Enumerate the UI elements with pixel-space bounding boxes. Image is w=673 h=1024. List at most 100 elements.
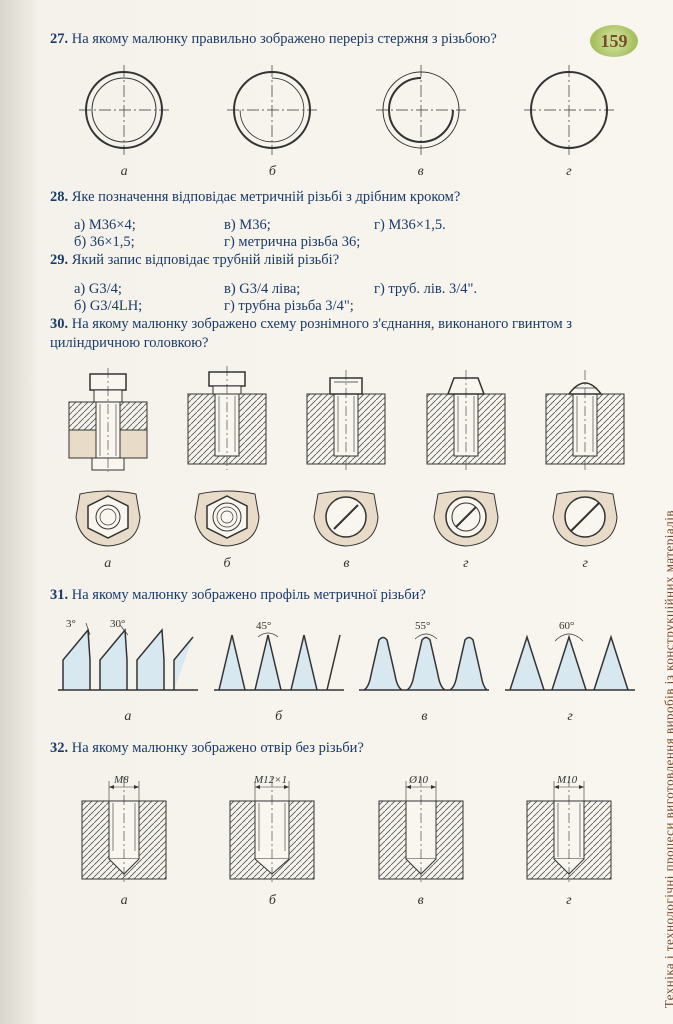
- chapter-side-label: Техніка і технологічні процеси виготовле…: [661, 510, 673, 1008]
- q32-text: На якому малюнку зображено отвір без різ…: [72, 740, 364, 756]
- q27-label-g: г: [519, 164, 619, 180]
- dim-d10: Ø10: [408, 774, 428, 786]
- q32-label-a: а: [64, 893, 184, 909]
- q27-fig-g: г: [519, 60, 619, 180]
- question-28: 28. Яке позначення відповідає метричній …: [50, 188, 643, 208]
- q32-hole-v: Ø10 в: [361, 769, 481, 909]
- q28-opt-g: г) метрична різьба 36;: [224, 234, 360, 251]
- q30-head-v: в: [306, 482, 386, 572]
- q28-opt-b: б) 36×1,5;: [74, 234, 184, 251]
- q28-opt-gg: г) М36×1,5.: [374, 217, 484, 234]
- bolt-head-round-g2: [545, 482, 625, 552]
- angle-45: 45°: [256, 620, 271, 632]
- q31-label-g: г: [505, 709, 635, 725]
- q27-label-a: а: [74, 164, 174, 180]
- circle-section-g: [519, 60, 619, 160]
- q32-number: 32.: [50, 740, 68, 756]
- q30-label-a: а: [68, 556, 148, 572]
- page-number-badge: 159: [590, 25, 638, 57]
- q27-fig-a: а: [74, 60, 174, 180]
- q29-options: а) G3/4; в) G3/4 ліва; г) труб. лів. 3/4…: [74, 281, 643, 315]
- q29-opt-v: в) G3/4 ліва;: [224, 281, 334, 298]
- bolt-head-hex-b: [187, 482, 267, 552]
- q30-head-a: а: [68, 482, 148, 572]
- q29-opt-a: а) G3/4;: [74, 281, 184, 298]
- thread-profile-g: 60°: [505, 615, 635, 705]
- bolt-head-hex-a: [68, 482, 148, 552]
- bolt-assembly-g2: [531, 364, 639, 474]
- bolt-assembly-a: [54, 364, 162, 474]
- q30-label-g2: г: [545, 556, 625, 572]
- q31-profile-g: 60° г: [505, 615, 635, 725]
- q27-fig-v: в: [371, 60, 471, 180]
- hole-drawing-v: Ø10: [361, 769, 481, 889]
- q32-label-b: б: [212, 893, 332, 909]
- q30-text: На якому малюнку зображено схему рознімн…: [50, 316, 572, 352]
- circle-section-v: [371, 60, 471, 160]
- circle-section-b: [222, 60, 322, 160]
- question-31: 31. На якому малюнку зображено профіль м…: [50, 586, 643, 606]
- q28-number: 28.: [50, 189, 68, 205]
- q30-head-g2: г: [545, 482, 625, 572]
- q31-number: 31.: [50, 587, 68, 603]
- thread-profile-b: 45°: [214, 615, 344, 705]
- thread-profile-v: 55°: [359, 615, 489, 705]
- q30-number: 30.: [50, 316, 68, 332]
- dim-m12: М12×1: [253, 774, 287, 786]
- bolt-head-round-v: [306, 482, 386, 552]
- bolt-assembly-b: [173, 364, 281, 474]
- q31-profile-b: 45° б: [214, 615, 344, 725]
- q31-text: На якому малюнку зображено профіль метри…: [72, 587, 426, 603]
- angle-55: 55°: [415, 620, 430, 632]
- q32-figures: М8 а М12×1 б: [50, 769, 643, 909]
- q30-head-b: б: [187, 482, 267, 572]
- question-29: 29. Який запис відповідає трубній лівій …: [50, 251, 643, 271]
- q29-number: 29.: [50, 252, 68, 268]
- hole-drawing-a: М8: [64, 769, 184, 889]
- q31-label-a: а: [58, 709, 198, 725]
- q30-label-b: б: [187, 556, 267, 572]
- q28-options: а) М36×4; в) М36; г) М36×1,5. б) 36×1,5;…: [74, 217, 643, 251]
- q31-figures: 3° 30° а 45° б 55° в: [50, 615, 643, 725]
- q29-opt-gg: г) труб. лів. 3/4".: [374, 281, 484, 298]
- angle-60: 60°: [559, 620, 574, 632]
- q32-hole-b: М12×1 б: [212, 769, 332, 909]
- question-27: 27. На якому малюнку правильно зображено…: [50, 30, 643, 50]
- hole-drawing-g: М10: [509, 769, 629, 889]
- q28-opt-a: а) М36×4;: [74, 217, 184, 234]
- dim-m8: М8: [113, 774, 129, 786]
- q30-figures-bottom: а б в: [50, 482, 643, 572]
- q31-profile-v: 55° в: [359, 615, 489, 725]
- hole-drawing-b: М12×1: [212, 769, 332, 889]
- bolt-assembly-g1: [412, 364, 520, 474]
- q27-figures: а б в г: [50, 60, 643, 180]
- q28-text: Яке позначення відповідає метричній різь…: [72, 189, 461, 205]
- thread-profile-a: 3° 30°: [58, 615, 198, 705]
- dim-m10: М10: [556, 774, 578, 786]
- q30-label-v: в: [306, 556, 386, 572]
- page-number: 159: [601, 31, 628, 52]
- q30-figures-top: [50, 364, 643, 474]
- q27-text: На якому малюнку правильно зображено пер…: [72, 31, 497, 47]
- q29-opt-g: г) трубна різьба 3/4";: [224, 298, 354, 315]
- bolt-assembly-v: [292, 364, 400, 474]
- q27-label-v: в: [371, 164, 471, 180]
- bolt-head-round-g1: [426, 482, 506, 552]
- q27-fig-b: б: [222, 60, 322, 180]
- q32-hole-a: М8 а: [64, 769, 184, 909]
- q29-text: Який запис відповідає трубній лівій різь…: [72, 252, 339, 268]
- question-30: 30. На якому малюнку зображено схему роз…: [50, 315, 643, 354]
- q32-hole-g: М10 г: [509, 769, 629, 909]
- q32-label-g: г: [509, 893, 629, 909]
- angle-30: 30°: [110, 618, 125, 630]
- question-32: 32. На якому малюнку зображено отвір без…: [50, 739, 643, 759]
- q29-opt-b: б) G3/4LH;: [74, 298, 184, 315]
- q30-label-g1: г: [426, 556, 506, 572]
- q30-head-g1: г: [426, 482, 506, 572]
- angle-3: 3°: [66, 618, 76, 630]
- q27-number: 27.: [50, 31, 68, 47]
- textbook-page: 159 Техніка і технологічні процеси вигот…: [0, 0, 673, 1024]
- q31-profile-a: 3° 30° а: [58, 615, 198, 725]
- q28-opt-v: в) М36;: [224, 217, 334, 234]
- q32-label-v: в: [361, 893, 481, 909]
